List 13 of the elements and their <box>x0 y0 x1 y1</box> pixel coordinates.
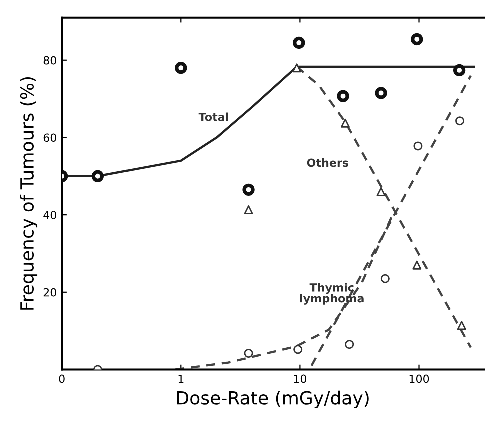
x-tick-label: 1 <box>178 374 184 384</box>
x-tick-label: 0 <box>59 374 65 384</box>
annotation: Others <box>307 158 349 168</box>
x-axis-title: Dose-Rate (mGy/day) <box>177 390 369 408</box>
x-tick-label: 100 <box>410 374 430 384</box>
y-axis-title: Frequency of Tumours (%) <box>20 77 38 310</box>
annotation: Total <box>198 112 228 122</box>
y-tick-label: 40 <box>44 211 56 220</box>
y-tick-label: 80 <box>44 56 56 65</box>
x-tick-label: 10 <box>294 374 307 384</box>
y-tick-label: 60 <box>44 134 56 142</box>
annotation: Thymic lymphoma <box>300 283 364 305</box>
y-tick-label: 20 <box>44 288 56 297</box>
